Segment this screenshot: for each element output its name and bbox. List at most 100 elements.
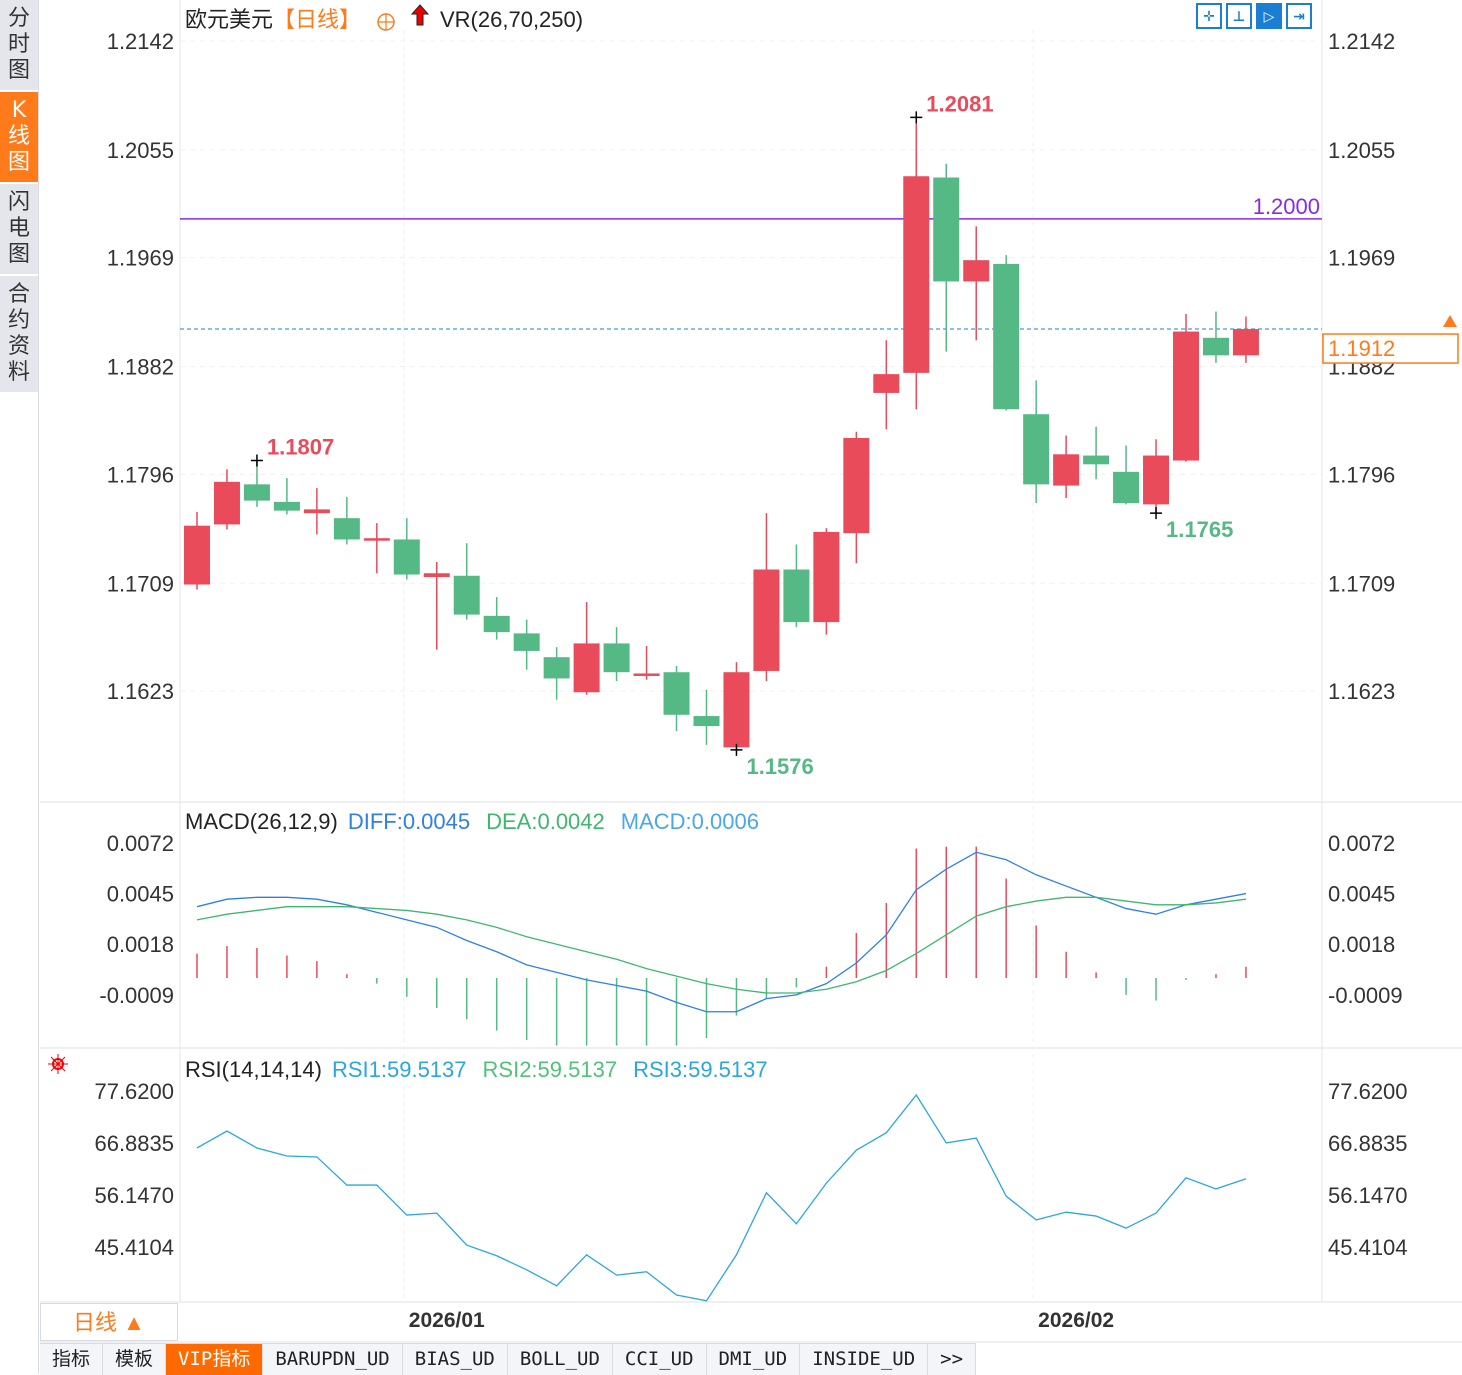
indicator-tab-8[interactable]: INSIDE_UD [800,1344,929,1375]
price-tick-right: 1.2055 [1328,138,1395,163]
diff-line [196,851,1247,1013]
candle-body [483,615,510,633]
sidebar-tab-contract-info[interactable]: 合约资料 [0,276,38,394]
indicator-tab-0[interactable]: 指标 [40,1344,104,1375]
rsi-tick-left: 45.4104 [94,1235,174,1260]
candle-body [933,177,960,282]
candle-body [1053,454,1080,486]
period-label: 【日线】 [273,7,361,32]
dea-line [196,896,1247,994]
candle-body [693,716,720,727]
candle-body [873,374,900,393]
sidebar: 分时图 K线图 闪电图 合约资料 [0,0,39,1374]
macd-dea: DEA:0.0042 [486,809,605,834]
rsi-title: RSI(14,14,14) [185,1057,322,1082]
price-tick-right: 1.2142 [1328,29,1395,54]
rsi2-value: RSI2:59.5137 [483,1057,618,1082]
crosshair-icon[interactable]: ✛ [1196,3,1222,29]
rsi-tick-left: 77.6200 [94,1079,174,1104]
indicator-tab-2[interactable]: VIP指标 [166,1344,264,1375]
candle-body [333,518,360,540]
indicator-tab-3[interactable]: BARUPDN_UD [263,1344,403,1375]
extreme-marker-icon [1150,507,1163,520]
date-tick: 2026/01 [409,1309,485,1332]
candle-body [783,569,810,623]
candle-body [543,657,570,679]
symbol-name: 欧元美元 [185,7,273,32]
rsi-tick-left: 66.8835 [94,1131,174,1156]
macd-tick-left: 0.0018 [107,932,174,957]
indicator-tab-9[interactable]: >> [928,1344,977,1375]
candle-body [573,643,600,693]
rsi-line [196,1093,1247,1302]
sidebar-tab-label: 闪电图 [7,190,30,267]
candle-body [993,263,1020,410]
candle-body [513,633,540,651]
date-tick: 2026/02 [1038,1309,1114,1332]
price-tick-right: 1.1796 [1328,462,1395,487]
candle-body [1023,414,1050,485]
price-up-arrow-icon [1443,315,1457,328]
sidebar-tab-flash-chart[interactable]: 闪电图 [0,184,38,276]
price-tick-right: 1.1623 [1328,679,1395,704]
candle-body [1202,337,1229,356]
add-indicator-cross [378,14,394,30]
rsi-tick-right: 56.1470 [1328,1183,1408,1208]
last-price-label: 1.1912 [1328,336,1395,361]
extreme-label: 1.1765 [1166,517,1233,542]
rsi-header: RSI(14,14,14) RSI1:59.5137 RSI2:59.5137 RSI… [185,1057,768,1082]
indicator-tab-6[interactable]: CCI_UD [612,1344,707,1375]
sidebar-tab-label: 分时图 [7,6,30,83]
macd-tick-left: 0.0045 [107,882,174,907]
candle-body [963,260,990,282]
price-tick-left: 1.1623 [107,679,174,704]
macd-tick-right: 0.0072 [1328,831,1395,856]
price-tick-left: 1.1796 [107,462,174,487]
candle-body [363,538,390,541]
price-tick-left: 1.2142 [107,29,174,54]
price-tick-right: 1.1969 [1328,246,1395,271]
rsi-settings-rays [48,1054,68,1074]
indicator-tab-7[interactable]: DMI_UD [706,1344,801,1375]
rsi-tick-left: 56.1470 [94,1183,174,1208]
zoom-range-icon[interactable]: ⊥ [1226,3,1252,29]
candle-body [603,643,630,673]
macd-value: MACD:0.0006 [621,809,759,834]
candle-body [1143,455,1170,505]
last-price-box [1322,333,1459,364]
level-line-label: 1.2000 [1253,194,1320,219]
sidebar-tab-k-chart[interactable]: K线图 [0,92,38,184]
candle-body [843,438,870,534]
indicator-tabs: 指标 模板 VIP指标 BARUPDN_UD BIAS_UD BOLL_UD CCI_UD D… [40,1343,977,1375]
candle-body [663,672,690,715]
price-tick-left: 1.2055 [107,138,174,163]
zoom-in-icon[interactable]: ▷ [1256,3,1282,29]
extreme-label: 1.1807 [267,435,334,460]
candle-body [393,539,420,575]
scroll-right-icon[interactable]: ⇥ [1286,3,1312,29]
candle-body [633,673,660,676]
chart-header: 欧元美元【日线】 [185,7,361,32]
period-selector[interactable]: 日线 ▲ [40,1303,178,1341]
macd-title: MACD(26,12,9) [185,809,338,834]
price-tick-left: 1.1882 [107,355,174,380]
candle-body [1083,455,1110,465]
rsi1-value: RSI1:59.5137 [332,1057,467,1082]
macd-tick-right: 0.0045 [1328,882,1395,907]
candle-body [723,672,750,748]
candle-body [184,525,210,585]
indicator-tab-1[interactable]: 模板 [103,1344,167,1375]
macd-tick-right: 0.0018 [1328,932,1395,957]
sidebar-tab-label: K线图 [7,98,30,175]
extreme-label: 1.1576 [746,754,813,779]
rsi-tick-right: 77.6200 [1328,1079,1408,1104]
extreme-marker-icon [730,743,743,756]
indicator-tab-4[interactable]: BIAS_UD [402,1344,508,1375]
indicator-tab-5[interactable]: BOLL_UD [507,1344,613,1375]
sidebar-tab-time-chart[interactable]: 分时图 [0,0,38,92]
rsi-tick-right: 66.8835 [1328,1131,1408,1156]
candle-body [753,569,780,671]
candle-body [303,509,330,514]
candle-body [1232,329,1259,356]
